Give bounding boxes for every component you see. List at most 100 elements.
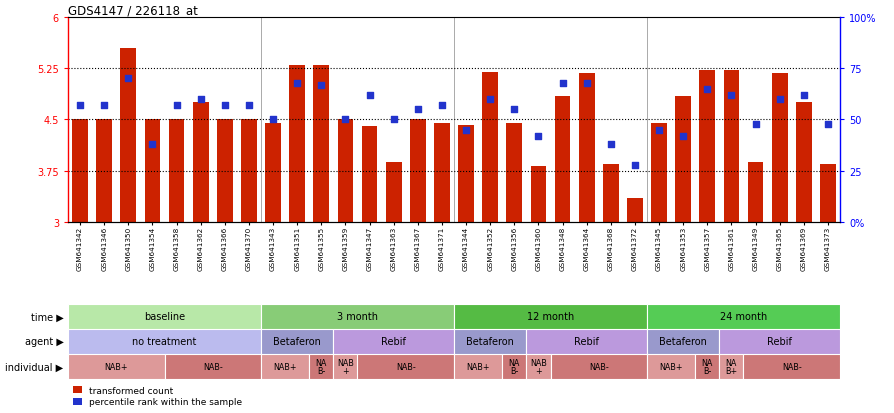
Bar (554, 96, 569, 222)
Text: NA
B-: NA B- (316, 358, 326, 375)
Bar (743, 354, 839, 379)
Bar (506, 123, 521, 222)
Bar (719, 354, 743, 379)
Text: Betaferon: Betaferon (659, 337, 706, 347)
Point (193, 96, 207, 103)
Text: NAB
+: NAB + (337, 358, 353, 375)
Bar (482, 72, 497, 222)
Text: NAB+: NAB+ (659, 362, 682, 371)
Text: Betaferon: Betaferon (273, 337, 321, 347)
Bar (746, 162, 763, 222)
Text: NAB-: NAB- (781, 362, 801, 371)
Bar (72, 120, 88, 222)
Text: GDS4147 / 226118_at: GDS4147 / 226118_at (68, 4, 198, 17)
Bar (121, 49, 136, 222)
Bar (409, 120, 426, 222)
Bar (651, 123, 666, 222)
Point (507, 107, 521, 113)
Bar (627, 199, 642, 222)
Bar (265, 123, 281, 222)
Point (362, 93, 376, 99)
Point (531, 133, 545, 140)
Point (266, 117, 280, 123)
Point (410, 107, 425, 113)
Bar (526, 354, 550, 379)
Text: NAB+: NAB+ (466, 362, 489, 371)
Bar (385, 162, 401, 222)
Point (459, 127, 473, 134)
Point (97, 102, 111, 109)
Point (747, 121, 762, 128)
Bar (309, 354, 333, 379)
Point (627, 162, 641, 169)
Text: Rebif: Rebif (766, 337, 791, 347)
Text: Rebif: Rebif (381, 337, 406, 347)
Bar (699, 71, 714, 222)
Bar (68, 329, 261, 354)
Point (386, 117, 401, 123)
Text: baseline: baseline (144, 312, 185, 322)
Bar (453, 354, 502, 379)
Point (603, 141, 617, 148)
Point (314, 82, 328, 89)
Bar (333, 354, 357, 379)
Bar (361, 127, 377, 222)
Point (772, 96, 786, 103)
Text: no treatment: no treatment (132, 337, 197, 347)
Point (72, 102, 87, 109)
Bar (216, 120, 232, 222)
Text: time ▶: time ▶ (30, 312, 63, 322)
Point (434, 102, 449, 109)
Bar (289, 66, 305, 222)
Text: NAB
+: NAB + (529, 358, 546, 375)
Point (338, 117, 352, 123)
Point (169, 102, 183, 109)
Bar (603, 164, 618, 222)
Point (796, 93, 810, 99)
Bar (719, 329, 839, 354)
Text: NA
B+: NA B+ (724, 358, 737, 375)
Point (820, 121, 834, 128)
Text: 12 month: 12 month (527, 312, 573, 322)
Text: agent ▶: agent ▶ (25, 337, 63, 347)
Bar (192, 103, 208, 222)
Bar (434, 123, 450, 222)
Bar (722, 71, 738, 222)
Text: NAB-: NAB- (203, 362, 223, 371)
Point (290, 80, 304, 87)
Point (675, 133, 689, 140)
Bar (453, 304, 646, 329)
Point (145, 141, 159, 148)
Text: NA
B-: NA B- (701, 358, 713, 375)
Bar (526, 329, 646, 354)
Point (217, 102, 232, 109)
Bar (646, 329, 719, 354)
Point (483, 96, 497, 103)
Bar (68, 304, 261, 329)
Text: NA
B-: NA B- (508, 358, 519, 375)
Text: NAB+: NAB+ (273, 362, 297, 371)
Bar (97, 120, 112, 222)
Text: NAB-: NAB- (588, 362, 608, 371)
Point (723, 93, 738, 99)
Bar (169, 120, 184, 222)
Bar (313, 66, 329, 222)
Bar (646, 354, 695, 379)
Bar (337, 120, 353, 222)
Legend: transformed count, percentile rank within the sample: transformed count, percentile rank withi… (72, 386, 241, 406)
Text: individual ▶: individual ▶ (5, 361, 63, 372)
Bar (795, 103, 811, 222)
Bar (646, 304, 839, 329)
Bar (771, 74, 787, 222)
Bar (530, 166, 545, 222)
Point (651, 127, 665, 134)
Bar (502, 354, 526, 379)
Bar (550, 354, 646, 379)
Point (241, 102, 256, 109)
Bar (261, 354, 309, 379)
Bar (240, 120, 257, 222)
Bar (819, 164, 835, 222)
Point (555, 80, 569, 87)
Bar (164, 354, 261, 379)
Bar (695, 354, 719, 379)
